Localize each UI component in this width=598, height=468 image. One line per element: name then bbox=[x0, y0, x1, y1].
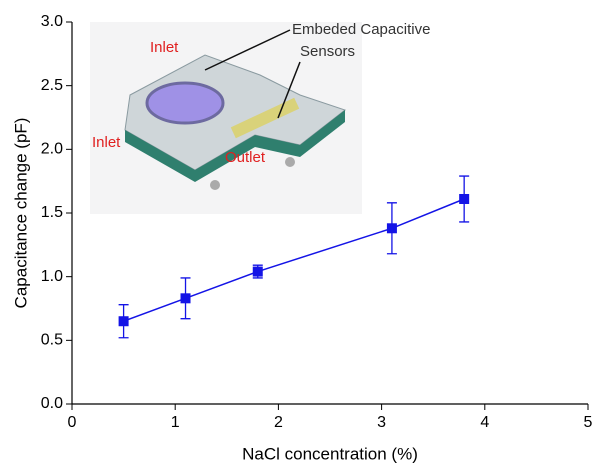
x-tick-label: 0 bbox=[68, 414, 77, 431]
x-tick-label: 3 bbox=[377, 414, 386, 431]
y-tick-label: 3.0 bbox=[41, 13, 63, 30]
annotation: Inlet bbox=[92, 134, 121, 151]
device-post bbox=[285, 157, 295, 167]
x-tick-label: 4 bbox=[480, 414, 489, 431]
marker bbox=[459, 194, 469, 204]
x-tick-label: 2 bbox=[274, 414, 283, 431]
y-tick-label: 1.0 bbox=[41, 268, 63, 285]
device-post bbox=[210, 180, 220, 190]
x-tick-label: 5 bbox=[584, 414, 593, 431]
y-axis-label: Capacitance change (pF) bbox=[11, 118, 30, 309]
marker bbox=[253, 267, 263, 277]
y-tick-label: 0.5 bbox=[41, 332, 63, 349]
marker bbox=[181, 293, 191, 303]
y-tick-label: 2.0 bbox=[41, 141, 63, 158]
annotation: Inlet bbox=[150, 39, 179, 56]
y-tick-label: 2.5 bbox=[41, 77, 63, 94]
y-tick-label: 0.0 bbox=[41, 395, 63, 412]
annotation: Embeded Capacitive bbox=[292, 21, 430, 38]
annotation: Outlet bbox=[225, 149, 266, 166]
y-tick-label: 1.5 bbox=[41, 204, 63, 221]
x-tick-label: 1 bbox=[171, 414, 180, 431]
x-axis-label: NaCl concentration (%) bbox=[242, 444, 418, 463]
marker bbox=[119, 316, 129, 326]
chart: Inlet Inlet Outlet Embeded Capacitive Se… bbox=[0, 0, 598, 468]
device-well bbox=[147, 83, 223, 123]
line bbox=[124, 199, 465, 321]
annotation: Sensors bbox=[300, 43, 355, 60]
inset-image: Inlet Inlet Outlet Embeded Capacitive Se… bbox=[90, 21, 430, 214]
page: {"chart_data": {"type": "scatter", "x_la… bbox=[0, 0, 598, 468]
marker bbox=[387, 223, 397, 233]
